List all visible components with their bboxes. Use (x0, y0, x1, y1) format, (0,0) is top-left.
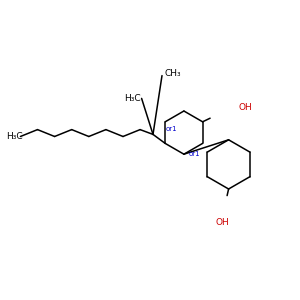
Text: or1: or1 (189, 151, 200, 157)
Text: OH: OH (216, 218, 230, 227)
Text: CH₃: CH₃ (164, 69, 181, 78)
Text: OH: OH (238, 103, 252, 112)
Text: H₃C: H₃C (124, 94, 140, 103)
Text: H₃C: H₃C (7, 132, 23, 141)
Text: or1: or1 (165, 126, 177, 132)
